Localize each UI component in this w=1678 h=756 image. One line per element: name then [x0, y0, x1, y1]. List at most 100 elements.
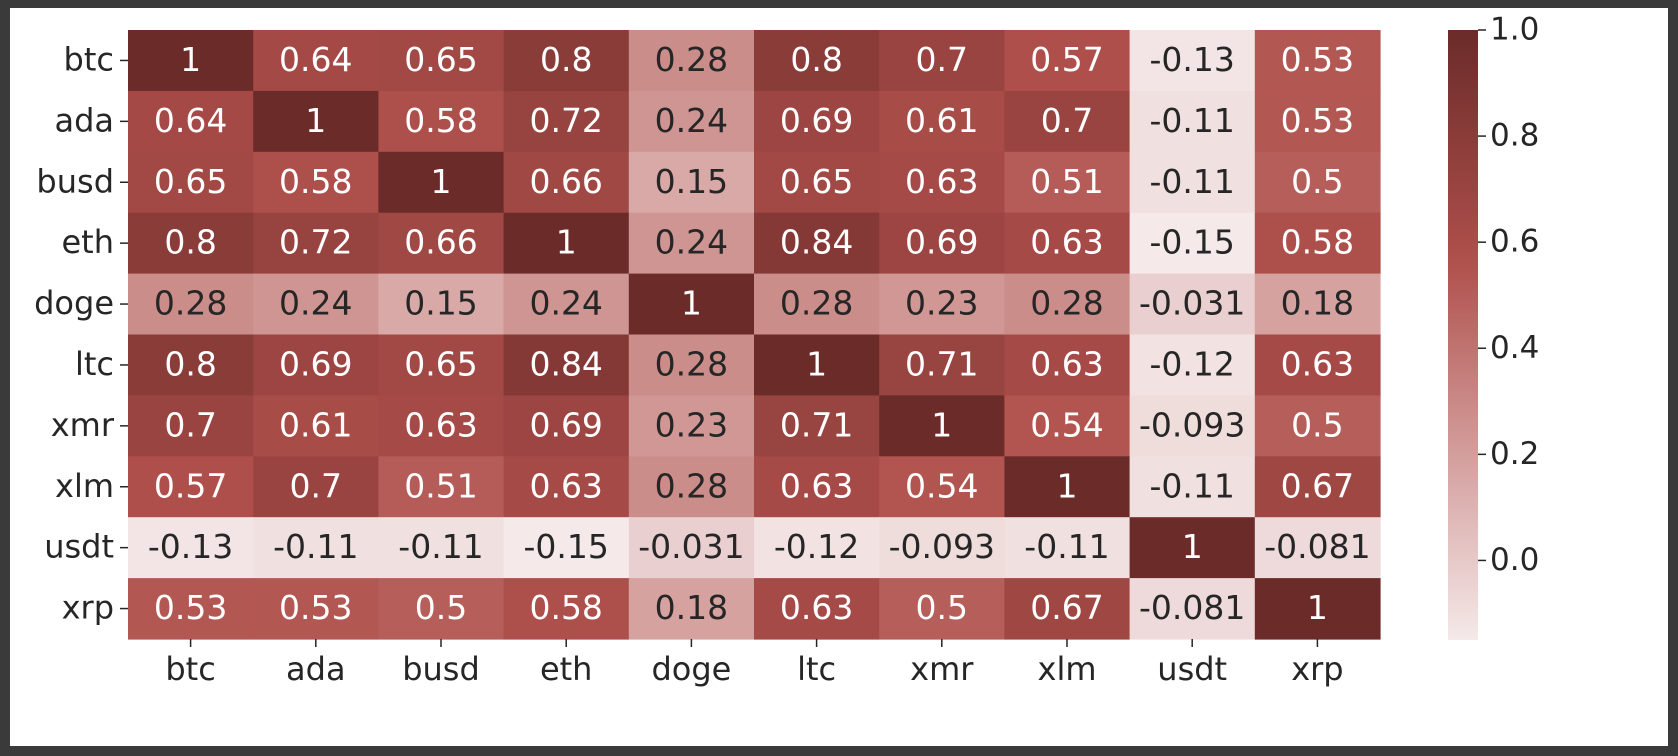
cell-value-label: -0.11	[398, 527, 483, 566]
heatmap-cell-xlm-usdt	[1129, 456, 1256, 518]
heatmap-cell-ada-ltc	[754, 90, 880, 153]
heatmap-cell-xrp-usdt	[1129, 578, 1256, 640]
heatmap-cell-xrp-btc	[128, 578, 254, 640]
heatmap-annotations: 1 0.64 0.65 0.8 0.28 0.8 0.7 0.57 -0.13 0.53 0.64 1…	[148, 40, 1371, 627]
cell-value-label: -0.081	[1139, 588, 1245, 627]
cell-value-label: 0.67	[1281, 466, 1354, 505]
chart-frame: 1 0.64 0.65 0.8 0.28 0.8 0.7 0.57 -0.13 0.53 0.64 1…	[10, 8, 1668, 746]
y-tick-label-busd: busd	[36, 162, 114, 200]
heatmap-cell-xmr-ltc	[754, 395, 880, 457]
cell-value-label: 0.63	[1030, 344, 1103, 383]
heatmap-cell-usdt-xmr	[879, 517, 1005, 579]
heatmap-cell-xmr-xlm	[1004, 395, 1131, 457]
cell-value-label: -0.031	[638, 527, 744, 566]
cell-value-label: 0.24	[529, 284, 602, 323]
y-tick-label-xlm: xlm	[55, 467, 114, 505]
cell-value-label: 0.5	[415, 588, 467, 627]
heatmap-cell-eth-ada	[253, 212, 379, 275]
cell-value-label: 0.28	[154, 284, 227, 323]
cell-value-label: 0.24	[655, 101, 728, 140]
heatmap-cell-ltc-xrp	[1254, 334, 1381, 396]
heatmap-cell-ltc-doge	[628, 334, 755, 396]
heatmap-cell-usdt-eth	[503, 517, 630, 579]
heatmap-cell-busd-btc	[128, 151, 254, 214]
heatmap-cell-xmr-ada	[253, 395, 379, 457]
cell-value-label: 1	[806, 344, 827, 383]
heatmap-cell-ltc-xlm	[1004, 334, 1131, 396]
cell-value-label: 0.5	[1291, 405, 1343, 444]
cell-value-label: 0.71	[780, 405, 853, 444]
cell-value-label: 0.69	[279, 344, 352, 383]
cell-value-label: 1	[681, 284, 702, 323]
heatmap-cell-usdt-doge	[628, 517, 755, 579]
cell-value-label: 0.51	[1030, 162, 1103, 201]
cell-value-label: 0.53	[279, 588, 352, 627]
heatmap-cell-ltc-busd	[378, 334, 505, 396]
cell-value-label: 1	[556, 223, 577, 262]
heatmap-cell-xlm-ltc	[754, 456, 880, 518]
cell-value-label: 0.84	[780, 223, 853, 262]
cell-value-label: -0.081	[1264, 527, 1370, 566]
heatmap-cell-btc-ltc	[754, 30, 880, 92]
cell-value-label: 0.7	[290, 466, 342, 505]
heatmap-cell-usdt-usdt	[1129, 517, 1256, 579]
heatmap-cell-busd-usdt	[1129, 151, 1256, 214]
x-tick-label-btc: btc	[165, 650, 215, 688]
cell-value-label: 0.63	[780, 466, 853, 505]
cell-value-label: 0.53	[1281, 101, 1354, 140]
cell-value-label: 0.24	[655, 223, 728, 262]
cell-value-label: 0.53	[154, 588, 227, 627]
cell-value-label: 0.63	[780, 588, 853, 627]
heatmap-cell-ada-busd	[378, 90, 505, 153]
cell-value-label: 0.5	[916, 588, 968, 627]
heatmap-cell-btc-doge	[628, 30, 755, 92]
cell-value-label: 1	[180, 40, 201, 79]
cell-value-label: 0.72	[529, 101, 602, 140]
x-tick-label-usdt: usdt	[1157, 650, 1227, 688]
x-tick-label-eth: eth	[540, 650, 593, 688]
cell-value-label: 0.8	[164, 223, 216, 262]
cell-value-label: -0.15	[1150, 223, 1235, 262]
cell-value-label: 0.28	[655, 344, 728, 383]
y-tick-label-eth: eth	[61, 223, 114, 261]
cell-value-label: 0.63	[1030, 223, 1103, 262]
heatmap-cell-eth-usdt	[1129, 212, 1256, 275]
cell-value-label: 0.23	[655, 405, 728, 444]
heatmap-cell-xrp-xlm	[1004, 578, 1131, 640]
heatmap-cell-btc-xmr	[879, 30, 1005, 92]
colorbar-tick-label: 0.6	[1490, 224, 1539, 260]
heatmap-cell-ada-usdt	[1129, 90, 1256, 153]
correlation-heatmap: 1 0.64 0.65 0.8 0.28 0.8 0.7 0.57 -0.13 0.53 0.64 1…	[34, 12, 1539, 689]
cell-value-label: 0.65	[404, 344, 477, 383]
x-tick-label-busd: busd	[402, 650, 480, 688]
cell-value-label: 1	[305, 101, 326, 140]
cell-value-label: -0.11	[1150, 466, 1235, 505]
colorbar-gradient	[1448, 30, 1478, 640]
cell-value-label: 0.15	[655, 162, 728, 201]
cell-value-label: 0.28	[655, 466, 728, 505]
heatmap-cell-doge-ltc	[754, 273, 880, 336]
cell-value-label: 0.54	[1030, 405, 1103, 444]
cell-value-label: 0.69	[905, 223, 978, 262]
heatmap-cell-xrp-ada	[253, 578, 379, 640]
heatmap-cell-xrp-doge	[628, 578, 755, 640]
cell-value-label: -0.13	[1150, 40, 1235, 79]
heatmap-cell-btc-xrp	[1254, 30, 1381, 92]
cell-value-label: 0.64	[154, 101, 227, 140]
cell-value-label: 0.65	[780, 162, 853, 201]
cell-value-label: 1	[1057, 466, 1078, 505]
cell-value-label: 0.7	[164, 405, 216, 444]
cell-value-label: 0.58	[279, 162, 352, 201]
cell-value-label: 0.66	[529, 162, 602, 201]
cell-value-label: 0.64	[279, 40, 352, 79]
cell-value-label: 0.66	[404, 223, 477, 262]
heatmap-cell-btc-eth	[503, 30, 630, 92]
heatmap-cell-doge-ada	[253, 273, 379, 336]
heatmap-cell-xlm-doge	[628, 456, 755, 518]
heatmap-cell-ada-eth	[503, 90, 630, 153]
heatmap-cell-ada-btc	[128, 90, 254, 153]
cell-value-label: 0.63	[1281, 344, 1354, 383]
heatmap-cell-ada-xrp	[1254, 90, 1381, 153]
x-tick-label-xrp: xrp	[1291, 650, 1343, 688]
cell-value-label: 0.63	[404, 405, 477, 444]
